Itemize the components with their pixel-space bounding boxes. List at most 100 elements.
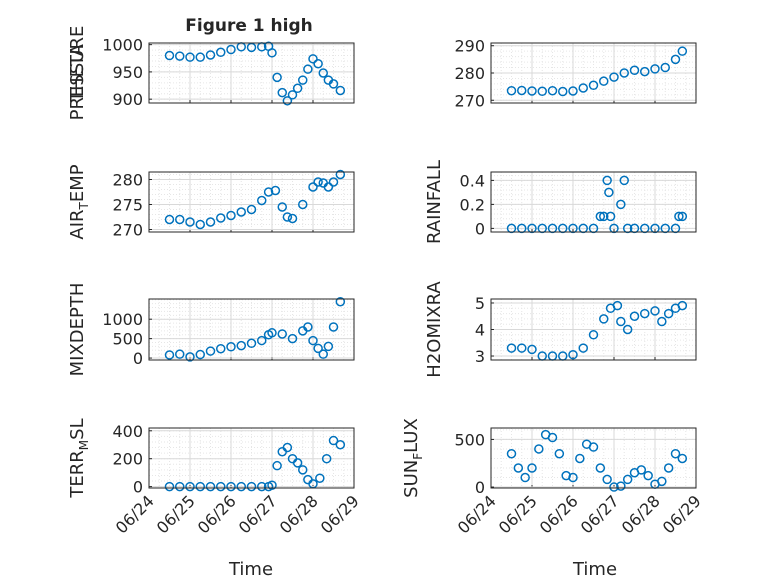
data-point xyxy=(236,207,246,217)
y-tick-label: 270 xyxy=(112,221,143,240)
data-point xyxy=(568,86,578,96)
y-tick-label: 0.4 xyxy=(460,171,485,190)
data-point xyxy=(527,463,537,473)
data-point xyxy=(650,306,660,316)
data-point xyxy=(287,333,298,344)
data-point xyxy=(298,75,308,85)
y-tick-label: 500 xyxy=(112,330,143,349)
data-point xyxy=(236,340,246,351)
data-point xyxy=(205,481,216,492)
subplot-theta: 270 280 290 THETA xyxy=(67,37,697,110)
data-point xyxy=(185,352,195,362)
data-point xyxy=(527,86,537,96)
y-tick-label: 5 xyxy=(475,294,485,313)
data-point xyxy=(670,54,681,65)
y-tick-label: 0 xyxy=(475,478,485,497)
data-point xyxy=(267,48,277,58)
y-tick-label: 0 xyxy=(133,478,143,497)
data-point xyxy=(663,308,674,319)
data-point xyxy=(303,322,313,332)
figure-title: Figure 1 high xyxy=(185,16,313,36)
y-axis-label: TERRMSL xyxy=(67,418,91,498)
data-point xyxy=(629,311,640,321)
data-point xyxy=(640,308,650,319)
data-point xyxy=(547,432,558,443)
y-axis-label: MIXDEPTH xyxy=(67,283,88,377)
data-point xyxy=(216,47,226,58)
data-point xyxy=(226,481,236,492)
data-point xyxy=(537,86,547,97)
data-point xyxy=(619,68,629,78)
y-tick-label: 0 xyxy=(475,219,485,238)
axes-box xyxy=(490,298,697,361)
data-point xyxy=(205,346,216,356)
data-point xyxy=(175,481,185,492)
data-point xyxy=(558,86,568,97)
y-tick-label: 200 xyxy=(112,450,143,469)
data-point xyxy=(643,470,653,481)
y-tick-label: 0.2 xyxy=(460,195,485,214)
data-point xyxy=(292,83,303,94)
data-point xyxy=(506,85,517,96)
data-point xyxy=(605,211,616,222)
data-point xyxy=(292,458,303,468)
data-point xyxy=(287,213,298,224)
data-point xyxy=(629,65,640,76)
data-point xyxy=(164,481,175,492)
data-point xyxy=(506,343,517,353)
data-point xyxy=(568,349,578,360)
data-point xyxy=(595,211,606,222)
y-axis-label: RAINFALL xyxy=(424,160,445,244)
data-point xyxy=(164,350,175,360)
data-point xyxy=(663,463,674,473)
data-point xyxy=(216,481,226,492)
subplot-rainfall: 0 0.2 0.4 RAINFALL xyxy=(424,160,697,244)
data-point xyxy=(298,465,308,475)
data-point xyxy=(257,481,267,492)
data-point xyxy=(175,214,185,225)
data-point xyxy=(175,349,185,359)
y-tick-label: 950 xyxy=(112,63,143,82)
data-point xyxy=(282,96,293,106)
data-point xyxy=(277,87,287,98)
axes-box xyxy=(490,427,697,489)
data-point xyxy=(657,316,667,327)
data-point xyxy=(660,62,670,73)
data-point xyxy=(335,169,346,180)
data-point xyxy=(616,316,626,327)
data-point xyxy=(164,214,175,225)
y-axis-label: SUNFLUX xyxy=(401,418,425,498)
data-point xyxy=(205,217,216,227)
data-point xyxy=(588,80,599,91)
axes-box xyxy=(148,427,355,489)
data-point xyxy=(185,217,195,227)
data-point xyxy=(298,199,308,210)
data-point xyxy=(277,329,287,339)
data-point xyxy=(257,195,267,206)
data-point xyxy=(195,52,205,62)
data-point xyxy=(185,481,195,492)
axes-box xyxy=(490,42,697,104)
data-point xyxy=(616,199,626,210)
data-point xyxy=(616,481,626,491)
data-point xyxy=(517,343,527,353)
data-point xyxy=(226,342,236,352)
data-point xyxy=(561,470,571,481)
y-tick-label: 280 xyxy=(454,64,485,83)
data-point xyxy=(650,64,660,74)
data-point xyxy=(575,453,585,464)
x-axis-label-left: Time xyxy=(228,559,273,580)
data-point xyxy=(328,177,339,187)
data-point xyxy=(602,175,612,186)
y-tick-label: 900 xyxy=(112,90,143,109)
data-point xyxy=(602,474,612,485)
data-point xyxy=(527,344,537,355)
data-point xyxy=(578,83,588,93)
subplot-h2omixra: 3 4 5 H2OMIXRA xyxy=(424,281,697,378)
data-point xyxy=(216,343,226,354)
data-point xyxy=(313,58,323,69)
data-point xyxy=(677,453,688,464)
data-point xyxy=(205,50,216,60)
